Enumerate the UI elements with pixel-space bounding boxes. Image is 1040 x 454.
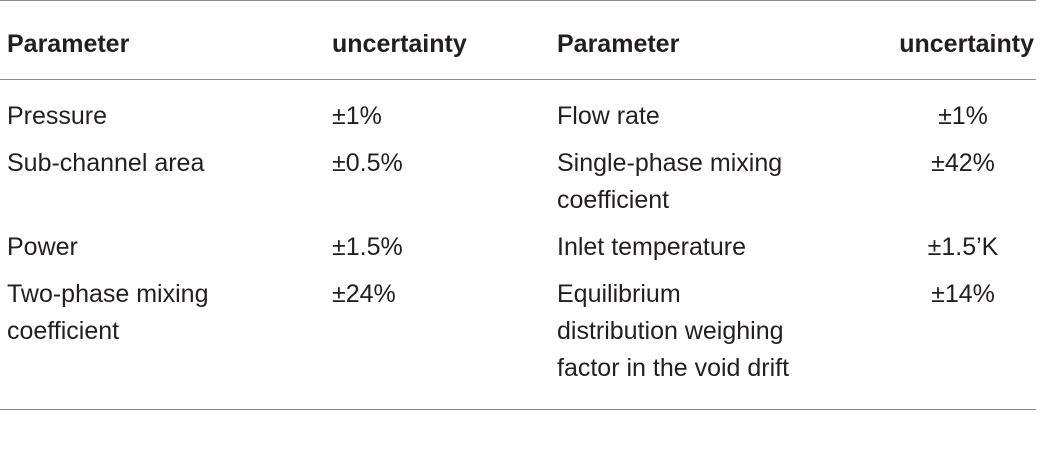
param-left-cell: Two-phase mixing coefficient [0, 266, 325, 410]
table-row: Two-phase mixing coefficient ±24% Equili… [0, 266, 1036, 410]
uncertainty-left-cell: ±1.5% [332, 233, 403, 261]
uncertainty-right-cell: ±42% [931, 149, 995, 177]
param-right-cell: Inlet temperature [557, 233, 746, 261]
uncertainty-right-cell: ±1.5’K [927, 233, 999, 261]
header-uncertainty-right: uncertainty [870, 0, 1036, 80]
header-parameter-right: Parameter [550, 0, 870, 80]
header-uncertainty-left: uncertainty [325, 0, 550, 80]
param-left-cell: Sub-channel area [7, 149, 205, 177]
uncertainty-left-cell: ±1% [332, 102, 382, 130]
table-row: Power ±1.5% Inlet temperature ±1.5’K [0, 219, 1036, 266]
table-row: Pressure ±1% Flow rate ±1% [0, 80, 1036, 136]
table-body: Pressure ±1% Flow rate ±1% Sub-channel a… [0, 80, 1036, 410]
param-right-cell: Equilibrium distribution weighing factor… [550, 266, 870, 410]
uncertainty-left-cell: ±24% [325, 266, 550, 410]
header-row: Parameter uncertainty Parameter uncertai… [0, 0, 1036, 80]
uncertainty-left-cell: ±0.5% [332, 149, 403, 177]
param-left-cell: Pressure [7, 102, 108, 130]
table-header: Parameter uncertainty Parameter uncertai… [0, 0, 1036, 80]
uncertainty-right-cell: ±1% [938, 102, 988, 130]
uncertainty-right-cell: ±14% [870, 266, 1036, 410]
param-right-cell: Flow rate [557, 102, 660, 130]
uncertainty-table: Parameter uncertainty Parameter uncertai… [0, 0, 1036, 410]
table-row: Sub-channel area ±0.5% Single-phase mixi… [0, 135, 1036, 219]
header-parameter-left: Parameter [0, 0, 325, 80]
param-left-cell: Power [7, 233, 78, 261]
param-right-cell: Single-phase mixing coefficient [557, 149, 783, 214]
